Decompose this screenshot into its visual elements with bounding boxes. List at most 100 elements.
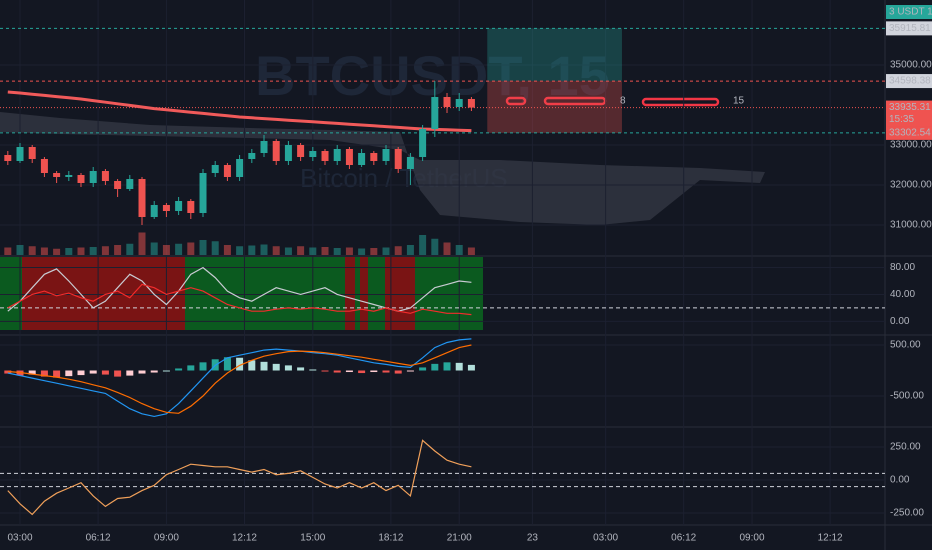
histogram-bar [138,370,146,374]
y-tick-label: 35000.00 [890,60,932,71]
x-tick-label: 12:12 [818,533,843,544]
volume-bar [89,247,97,255]
histogram-bar [419,367,427,371]
volume-bar [321,247,329,255]
histogram-bar [260,361,268,371]
x-tick-label: 18:12 [378,533,403,544]
candle-body [370,153,378,161]
volume-bar [199,240,207,255]
histogram-bar [89,370,97,374]
histogram-bar [248,360,256,371]
candle-body [138,179,146,217]
candle-body [65,175,73,177]
drawing-label: 15 [733,96,745,107]
candle-body [284,145,292,161]
volume-bar [77,247,85,255]
histogram-bar [53,370,61,378]
candle-body [187,201,195,213]
volume-bar [53,248,61,255]
candle-body [16,147,24,161]
x-tick-label: 06:12 [671,533,696,544]
volume-bar [467,247,475,255]
candle-body [53,173,61,177]
volume-bar [223,245,231,255]
x-tick-label: 23 [527,533,539,544]
y-tick-label: 250.00 [890,442,921,453]
volume-bar [175,243,183,255]
candle-body [199,173,207,213]
last-price-label: 33935.31 [889,102,931,113]
candle-body [321,151,329,161]
histogram-bar [297,367,305,371]
candle-body [443,97,451,107]
indicator-line [7,439,472,516]
drawings [505,96,720,107]
candle-body [406,157,414,169]
watermark: BTCUSDT, 15 [255,44,610,107]
candle-body [431,97,439,129]
y-tick-label: 40.00 [890,289,915,300]
candle-body [101,171,109,181]
candle-body [175,201,183,211]
countdown: 15:35 [889,114,914,125]
candle-body [382,149,390,161]
histogram-bar [406,370,414,372]
volume-bar [114,245,122,255]
volume-bar [162,245,170,255]
histogram-bar [467,364,475,371]
histogram-bar [77,370,85,376]
last-price-bg [886,100,932,127]
histogram-bar [394,370,402,374]
x-tick-label: 15:00 [300,533,325,544]
volume-bar [28,246,36,255]
y-tick-label: 33000.00 [890,140,932,151]
volume-bar [431,238,439,255]
moving-average [7,90,472,133]
x-tick-label: 09:00 [740,533,765,544]
volume-bar [187,242,195,255]
candle-body [40,159,48,173]
qty-bg [886,5,932,19]
volume-bar [248,245,256,255]
histogram-bar [175,368,183,371]
indicator-line [7,338,472,418]
candle-body [455,99,463,107]
histogram-bar [455,362,463,371]
x-tick-label: 06:12 [86,533,111,544]
volume-bar [101,246,109,255]
y-tick-label: 500.00 [890,340,921,351]
histogram-bar [370,370,378,373]
candle-body [89,171,97,183]
histogram-bar [199,362,207,371]
candle-body [394,149,402,169]
volume-bar [272,246,280,255]
x-tick-label: 03:00 [593,533,618,544]
y-tick-label: 32000.00 [890,180,932,191]
volume-bar [419,235,427,255]
y-tick-label: 31000.00 [890,220,932,231]
histogram-bar [223,357,231,371]
histogram-bar [358,370,366,374]
target-label-bg [886,21,932,36]
candle-body [77,175,85,183]
histogram-bar [65,370,73,377]
histogram-bar [345,370,353,373]
x-tick-label: 21:00 [447,533,472,544]
histogram-bar [187,365,195,371]
x-tick-label: 03:00 [7,533,32,544]
position-profit [487,28,622,82]
volume-bar [260,244,268,255]
drawing-label: 8 [620,96,626,107]
y-tick-label: 0.00 [890,316,910,327]
histogram-bar [126,370,134,376]
candle-body [28,147,36,159]
histogram-bar [40,370,48,377]
indicator-line [7,283,472,316]
histogram-bar [236,357,244,371]
entry-label-bg [886,74,932,89]
candle-body [419,129,427,157]
volume-bar [455,245,463,255]
indicator-line [7,344,472,414]
